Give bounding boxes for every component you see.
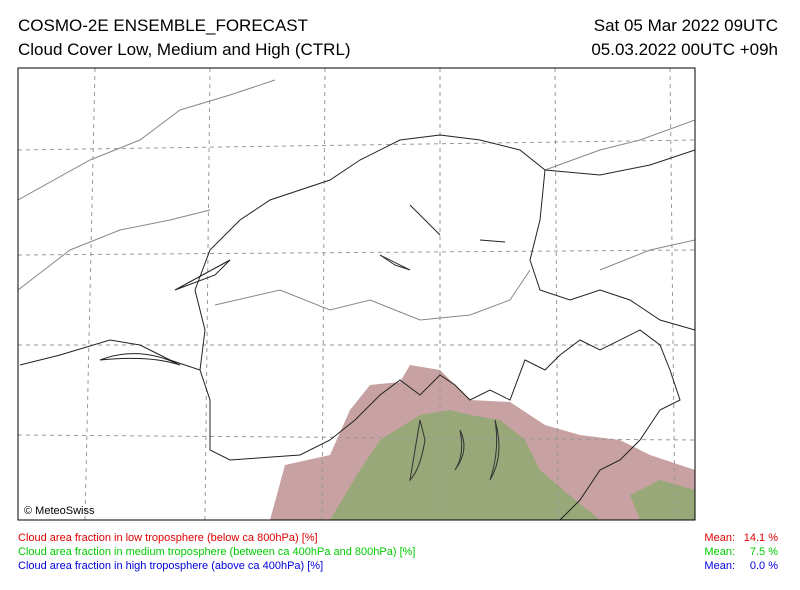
mean-value: 7.5 % [750, 546, 778, 558]
legend-label: Cloud area fraction in high troposphere … [18, 560, 323, 572]
grid [18, 68, 695, 520]
map: © MeteoSwiss [17, 67, 696, 521]
legend-label: Cloud area fraction in low troposphere (… [18, 532, 318, 544]
copyright: © MeteoSwiss [24, 505, 95, 517]
mean-label: Mean: [704, 546, 735, 558]
mean-value: 0.0 % [750, 560, 778, 572]
mean-label: Mean: [704, 532, 735, 544]
map-frame [17, 67, 696, 521]
region-borders [18, 79, 695, 321]
mean-label: Mean: [704, 560, 735, 572]
legend-label: Cloud area fraction in medium tropospher… [18, 546, 415, 558]
title: COSMO-2E ENSEMBLE_FORECAST [18, 16, 308, 35]
lakes [379, 254, 500, 482]
country-borders [19, 134, 695, 520]
run-time: 05.03.2022 00UTC +09h [591, 40, 778, 59]
legend: Cloud area fraction in low troposphere (… [18, 532, 778, 572]
valid-time: Sat 05 Mar 2022 09UTC [594, 16, 778, 35]
mean-value: 14.1 % [744, 532, 778, 544]
subtitle: Cloud Cover Low, Medium and High (CTRL) [18, 40, 351, 59]
